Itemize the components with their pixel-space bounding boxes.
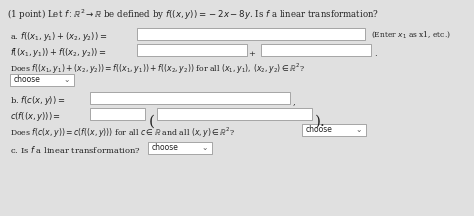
Text: Does $f((x_1, y_1) + (x_2, y_2)) = f((x_1, y_1)) + f((x_2, y_2))$ for all $(x_1,: Does $f((x_1, y_1) + (x_2, y_2)) = f((x_… (10, 62, 305, 76)
Text: a. $f((x_1, y_1) + (x_2, y_2)) =$: a. $f((x_1, y_1) + (x_2, y_2)) =$ (10, 30, 107, 43)
Text: b. $f(c(x, y)) =$: b. $f(c(x, y)) =$ (10, 94, 65, 107)
Text: ).: ). (315, 115, 326, 129)
Text: +: + (248, 50, 255, 58)
Text: choose: choose (306, 125, 333, 135)
Text: choose: choose (152, 143, 179, 152)
FancyBboxPatch shape (90, 108, 145, 120)
FancyBboxPatch shape (148, 142, 212, 154)
Text: (Enter $x_1$ as x1, etc.): (Enter $x_1$ as x1, etc.) (371, 30, 451, 40)
FancyBboxPatch shape (137, 28, 365, 40)
FancyBboxPatch shape (137, 44, 247, 56)
FancyBboxPatch shape (90, 92, 290, 104)
Text: ⌄: ⌄ (356, 125, 362, 135)
Text: $f((x_1, y_1)) + f((x_2, y_2)) =$: $f((x_1, y_1)) + f((x_2, y_2)) =$ (10, 46, 106, 59)
Text: (1 point) Let $f : \mathbb{R}^2 \rightarrow \mathbb{R}$ be defined by $f((x, y)): (1 point) Let $f : \mathbb{R}^2 \rightar… (7, 8, 379, 22)
FancyBboxPatch shape (261, 44, 371, 56)
FancyBboxPatch shape (302, 124, 366, 136)
Text: Does $f(c(x, y)) = c(f((x, y)))$ for all $c \in \mathbb{R}$ and all $(x, y) \in : Does $f(c(x, y)) = c(f((x, y)))$ for all… (10, 126, 235, 140)
Text: choose: choose (14, 76, 41, 84)
Text: (: ( (149, 115, 155, 129)
FancyBboxPatch shape (10, 74, 74, 86)
Text: .: . (374, 50, 377, 58)
Text: ,: , (293, 98, 296, 106)
Text: ⌄: ⌄ (64, 76, 70, 84)
Text: c. Is $f$ a linear transformation?: c. Is $f$ a linear transformation? (10, 144, 141, 155)
FancyBboxPatch shape (157, 108, 312, 120)
Text: $c(f((x, y))) =$: $c(f((x, y))) =$ (10, 110, 61, 123)
Text: ⌄: ⌄ (202, 143, 208, 152)
